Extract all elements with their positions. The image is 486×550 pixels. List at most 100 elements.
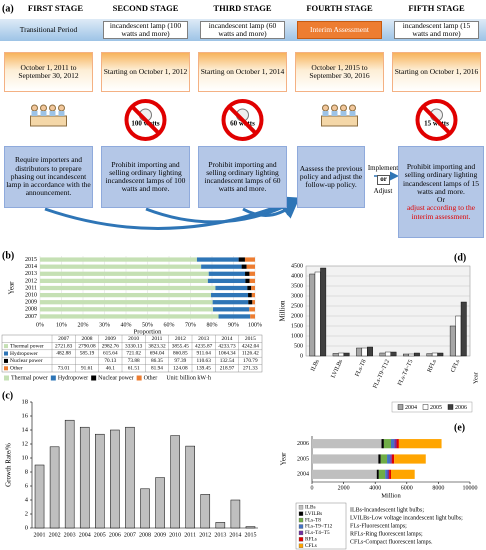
transition-adjust: Adjust <box>373 187 393 196</box>
table-cell: 4233.73 <box>218 343 236 349</box>
bar <box>356 347 363 357</box>
bar-segment <box>247 285 252 291</box>
y-tick-label: 2009 <box>25 300 37 306</box>
legend-note: FLs-Fluorescent lamps; <box>350 523 407 529</box>
x-tick-label: 2001 <box>34 532 46 538</box>
x-tick-label: 2012 <box>199 532 211 538</box>
person-head <box>31 104 38 112</box>
x-tick-label: 30% <box>99 322 110 328</box>
bar-segment <box>390 454 392 464</box>
stage-description: Prohibit importing and selling ordinary … <box>402 162 480 196</box>
y-tick-label: 2012 <box>25 278 37 284</box>
stage-title: incandescent lamp (15 watts and more) <box>394 21 479 39</box>
bar <box>110 429 120 529</box>
bar <box>413 352 420 357</box>
x-tick-label: 4000 <box>369 485 381 491</box>
stage-description: Aassess the previous policy and adjust t… <box>299 163 363 190</box>
bar <box>200 494 211 529</box>
bar-segment <box>245 278 250 284</box>
x-tick-label: 2014 <box>229 532 241 538</box>
table-cell: 46.1 <box>106 366 116 372</box>
meeting-table <box>321 115 358 127</box>
bar <box>170 435 180 529</box>
y-tick-label: 2010 <box>25 292 37 298</box>
bar-segment <box>251 292 255 298</box>
x-tick-label: 2004 <box>79 532 91 538</box>
person-head <box>49 104 56 112</box>
table-cell: 1064.34 <box>218 351 236 357</box>
bar-segment <box>40 264 202 269</box>
x-tick-label: 2009 <box>154 532 166 538</box>
alternative-description: adjust according to the interim assessme… <box>406 203 476 221</box>
bar-segment <box>241 264 247 269</box>
legend-box <box>295 502 347 550</box>
table-cell: 2790.08 <box>78 343 96 349</box>
bar-segment <box>380 454 388 464</box>
bar-segment <box>40 278 208 284</box>
table-cell: 91.61 <box>81 366 93 372</box>
bar-segment <box>385 469 388 479</box>
table-cell: 860.85 <box>173 351 188 357</box>
stage-description-box: Prohibit importing and selling ordinary … <box>101 146 190 208</box>
y-axis-label: Year <box>8 281 16 295</box>
stage-description: Prohibit importing and selling ordinary … <box>105 159 186 194</box>
legend-note: RFLs-Ring fluorescent lamps; <box>350 530 423 537</box>
flow-arrow <box>44 196 300 230</box>
bar <box>361 347 368 357</box>
x-tick-label: 10000 <box>463 485 478 491</box>
person-body <box>331 111 338 116</box>
legend-swatch <box>298 524 304 529</box>
legend-swatch <box>298 505 304 510</box>
y-tick-label: 2004 <box>297 472 309 478</box>
table-header: 2011 <box>152 336 163 342</box>
legend-swatch <box>91 375 97 381</box>
y-tick-label: 4000 <box>291 273 303 279</box>
y-tick-label: 2 <box>25 510 28 517</box>
z-axis-label: Year <box>472 371 479 384</box>
bar <box>449 325 456 357</box>
legend-note: LVILBs-Low voltage incandescent light bu… <box>350 515 463 521</box>
x-tick-label: LVILBs <box>331 358 345 379</box>
legend-swatch <box>298 543 304 548</box>
y-tick-label: 2000 <box>291 313 303 319</box>
bar-segment <box>196 257 239 262</box>
stage-title: Interim Assessment <box>297 21 382 39</box>
legend-label: FLs-T8 <box>305 517 321 523</box>
table-cell: 482.88 <box>56 351 71 357</box>
stage-description-box: Prohibit importing and selling ordinary … <box>198 146 287 208</box>
bar <box>338 352 345 357</box>
legend-swatch <box>4 375 9 381</box>
bar <box>390 351 397 357</box>
bar-segment <box>40 307 214 312</box>
y-tick-label: 2011 <box>25 285 37 291</box>
bar-segment <box>218 314 251 319</box>
table-cell: 97.39 <box>174 358 186 364</box>
bar <box>460 301 467 357</box>
bar <box>379 352 386 357</box>
table-cell: 61.51 <box>128 366 140 372</box>
bar <box>408 353 415 357</box>
table-cell: 110.63 <box>196 358 211 364</box>
x-tick-label: 90% <box>228 322 239 328</box>
bar <box>34 464 45 529</box>
stage-name: FIRST STAGE <box>27 3 84 14</box>
bar-segment <box>389 469 391 479</box>
table-cell: 3823.32 <box>148 343 166 349</box>
bar <box>343 352 350 357</box>
y-tick-label: 16 <box>22 412 29 419</box>
legend-swatch <box>298 530 304 536</box>
x-tick-label: 80% <box>207 322 218 328</box>
stage-description-box: Prohibit importing and selling ordinary … <box>398 146 484 238</box>
legend-label: Other <box>144 375 158 381</box>
table-cell: 70.13 <box>104 358 116 364</box>
bar-segment <box>381 439 384 449</box>
x-tick-label: FLs-T8 <box>355 359 368 378</box>
x-tick-label: FLs-T9~T12 <box>373 359 392 390</box>
table-cell: 694.04 <box>150 351 165 357</box>
bar <box>431 352 438 357</box>
person-head <box>40 104 47 112</box>
legend-label: 2005 <box>430 405 442 411</box>
table-row-label: Thermal power <box>10 343 44 349</box>
bar <box>245 526 256 529</box>
bar-segment <box>213 307 250 312</box>
